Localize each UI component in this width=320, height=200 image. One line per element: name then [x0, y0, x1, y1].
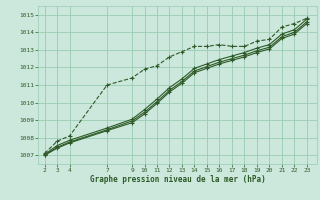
X-axis label: Graphe pression niveau de la mer (hPa): Graphe pression niveau de la mer (hPa) [90, 175, 266, 184]
